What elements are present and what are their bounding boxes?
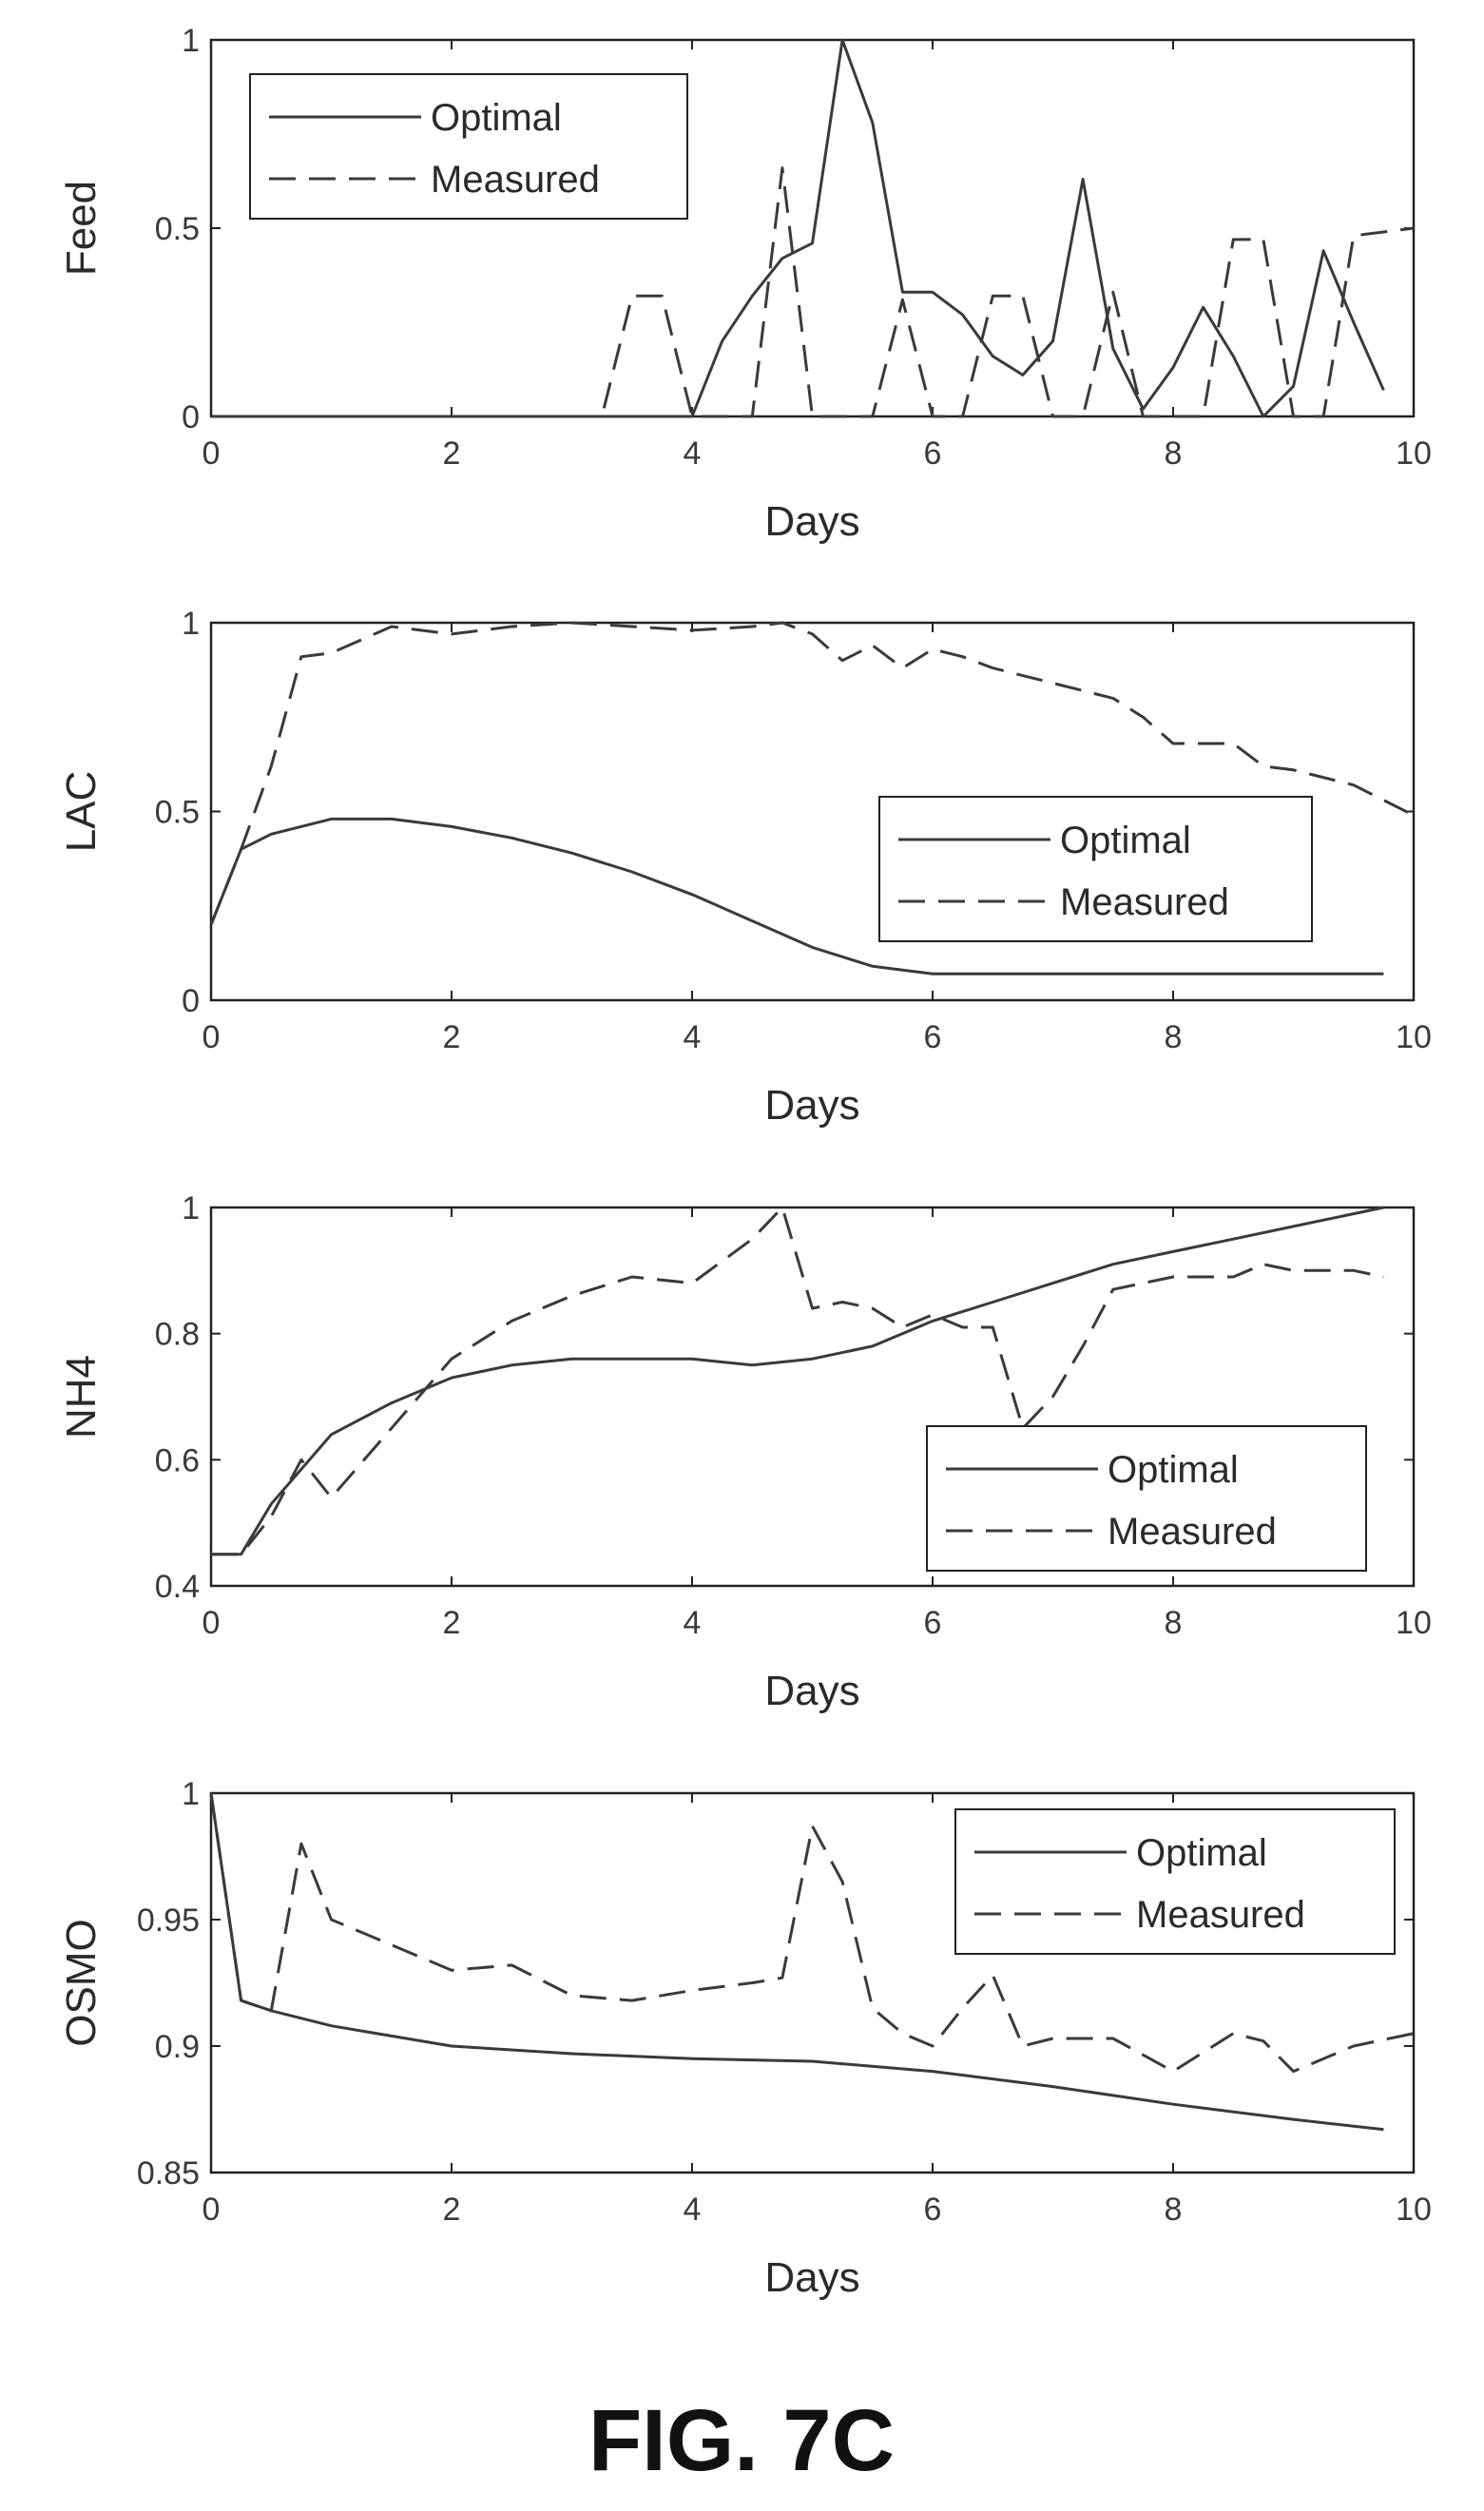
legend-label-measured: Measured [1060,881,1229,923]
legend: Optimal Measured [954,1808,1396,1955]
series-line-measured [211,166,1415,418]
legend-label-optimal: Optimal [431,97,562,139]
legend-label-measured: Measured [1136,1894,1305,1936]
x-axis-label: Days [764,2254,859,2301]
y-tick-label: 1 [182,1190,200,1227]
x-axis-label: Days [764,1668,859,1714]
x-tick-label: 4 [684,1019,702,1055]
legend-label-measured: Measured [1108,1511,1277,1553]
series-line-optimal [209,817,1384,975]
x-tick-label: 6 [924,1019,942,1055]
x-tick-label: 8 [1165,1019,1183,1055]
series-line-optimal [209,1792,1384,2132]
y-tick-label: 0.85 [137,2155,200,2192]
x-tick-label: 10 [1396,2192,1432,2228]
legend-box [954,1808,1396,1955]
series-line-optimal [211,1206,1384,1556]
y-tick-label: 0.5 [155,795,200,831]
x-tick-label: 0 [202,435,221,472]
x-tick-label: 2 [443,1019,461,1055]
legend-box [926,1425,1367,1572]
legend-label-optimal: Optimal [1060,820,1191,861]
y-tick-label: 0.6 [155,1442,200,1478]
x-tick-label: 8 [1165,2192,1183,2228]
panel-nh4: 0 2 4 6 8 10 0.4 0.6 0.8 1 Days NH4 Optimal Measured [58,1190,1432,1714]
legend: Optimal Measured [878,796,1313,942]
x-tick-label: 8 [1165,1605,1183,1641]
legend-label-optimal: Optimal [1108,1449,1239,1491]
y-tick-label: 0.95 [137,1903,200,1939]
x-tick-label: 4 [684,435,702,472]
x-tick-label: 6 [924,435,942,472]
panel-osmo: 0 2 4 6 8 10 0.85 0.9 0.95 1 Days OSMO Optimal Measur… [58,1776,1432,2301]
plot-frame [209,1791,1416,2174]
series-line-optimal [211,38,1385,418]
series-line-measured [209,621,1415,926]
legend-label-optimal: Optimal [1136,1832,1267,1874]
x-tick-label: 8 [1165,435,1183,472]
legend-box [878,796,1313,942]
x-tick-label: 6 [924,1605,942,1641]
y-tick-label: 1 [182,606,200,642]
x-tick-label: 2 [443,1605,461,1641]
x-tick-label: 10 [1396,435,1432,472]
x-tick-label: 4 [684,2192,702,2228]
x-tick-label: 10 [1396,1605,1432,1641]
x-axis-label: Days [764,498,859,545]
x-tick-label: 0 [202,2192,221,2228]
x-tick-label: 4 [684,1605,702,1641]
plot-frame [209,1206,1416,1588]
legend-box [249,73,688,220]
figure-caption: FIG. 7C [588,2392,895,2489]
x-tick-label: 0 [202,1605,221,1641]
y-axis-label: NH4 [58,1355,105,1439]
y-tick-label: 1 [182,23,200,59]
y-tick-label: 0.9 [155,2029,200,2065]
y-axis-label: OSMO [58,1919,105,2046]
y-axis-label: Feed [58,181,105,276]
panel-lac: 0 2 4 6 8 10 0 0.5 1 Days LAC Optimal Measured [58,606,1432,1129]
panel-feed: 0 2 4 6 8 10 0 0.5 1 Days Feed Optimal Measured [58,23,1432,545]
x-tick-label: 6 [924,2192,942,2228]
y-tick-label: 0.5 [155,211,200,247]
x-tick-label: 2 [443,435,461,472]
y-tick-label: 0.8 [155,1317,200,1353]
y-tick-label: 1 [182,1776,200,1812]
y-tick-label: 0.4 [155,1569,200,1605]
series-line-measured [211,1206,1384,1556]
x-axis-label: Days [764,1082,859,1129]
x-tick-label: 0 [202,1019,221,1055]
legend: Optimal Measured [926,1425,1367,1572]
y-axis-label: LAC [58,771,105,853]
y-tick-label: 0 [182,983,200,1019]
x-tick-label: 2 [443,2192,461,2228]
x-tick-label: 10 [1396,1019,1432,1055]
series-line-measured [209,1792,1415,2074]
legend: Optimal Measured [249,73,688,220]
y-tick-label: 0 [182,399,200,435]
legend-label-measured: Measured [431,159,600,201]
